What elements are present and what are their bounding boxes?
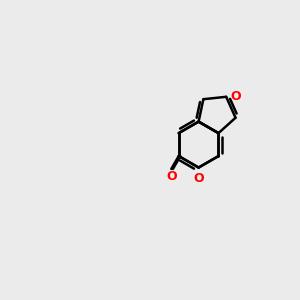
Text: O: O — [193, 172, 204, 185]
Text: O: O — [166, 170, 177, 183]
Text: O: O — [230, 90, 241, 103]
